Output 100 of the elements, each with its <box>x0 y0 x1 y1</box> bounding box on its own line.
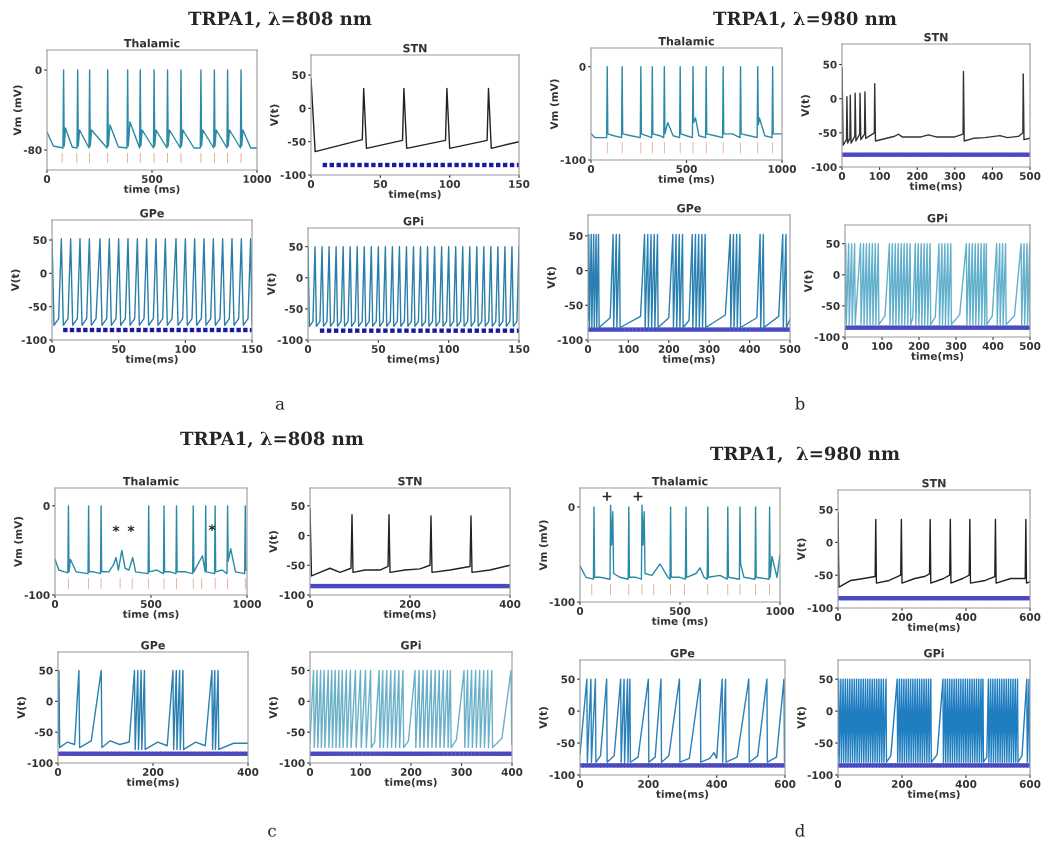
text: TRPA1, λ=808 nm <box>180 431 364 448</box>
y-tick-label: 50 <box>291 666 305 675</box>
x-axis-title: time(ms) <box>907 622 960 633</box>
x-tick-label: 500 <box>140 600 162 608</box>
y-axis-title: Vm (mV) <box>539 520 549 571</box>
y-tick-label: 50 <box>823 60 837 69</box>
x-axis-title: time (ms) <box>658 174 714 185</box>
x-tick-label: 500 <box>669 607 691 615</box>
chart-title: Thalamic <box>651 476 708 486</box>
y-tick-label: 0 <box>299 104 306 113</box>
x-tick-label: 0 <box>838 172 846 180</box>
y-tick-label: 0 <box>40 269 47 278</box>
y-tick-label: -50 <box>284 305 303 313</box>
x-axis-title: time(ms) <box>662 354 715 365</box>
x-tick-label: 500 <box>141 175 163 183</box>
y-tick-label: 0 <box>568 707 575 716</box>
line-series <box>591 65 782 139</box>
y-tick-label: 0 <box>576 266 583 275</box>
x-tick-label: 200 <box>891 780 913 788</box>
x-axis-title: time(ms) <box>383 609 436 620</box>
chart-title: GPi <box>924 648 944 658</box>
y-tick-label: 0 <box>830 94 837 103</box>
y-tick-label: -100 <box>811 163 837 172</box>
y-tick-label: -50 <box>556 739 575 748</box>
text: TRPA1, λ=980 nm <box>710 446 900 463</box>
y-tick-label: 0 <box>568 503 575 512</box>
chart-title: GPe <box>677 203 701 213</box>
line-series <box>47 69 257 149</box>
x-tick-label: 500 <box>779 345 801 353</box>
x-tick-label: 0 <box>306 768 314 776</box>
x-tick-label: 0 <box>584 345 592 353</box>
x-tick-label: 0 <box>307 180 315 188</box>
y-tick-label: -100 <box>279 591 305 600</box>
x-tick-label: 0 <box>54 768 62 776</box>
x-axis-title: time (ms) <box>651 616 708 627</box>
chart-title: GPi <box>403 216 424 226</box>
chart-title: GPe <box>141 640 165 650</box>
y-axis-title: Vm (mV) <box>550 79 560 130</box>
y-tick-label: 0 <box>826 538 833 547</box>
x-tick-label: 100 <box>869 172 890 180</box>
y-tick-label: -50 <box>28 302 47 311</box>
x-tick-label: 200 <box>891 613 913 621</box>
line-series <box>310 669 512 749</box>
y-axis-title: V(t) <box>17 697 27 719</box>
chart-title: GPe <box>140 208 164 218</box>
y-axis-title: V(t) <box>269 531 279 553</box>
y-tick-label: -50 <box>821 302 840 310</box>
y-tick-label: 50 <box>289 242 303 251</box>
annotation: * <box>127 525 135 532</box>
x-tick-label: 0 <box>304 345 312 353</box>
x-tick-label: 1000 <box>243 175 271 183</box>
x-tick-label: 100 <box>175 345 196 353</box>
text: a <box>275 400 285 410</box>
y-tick-label: 50 <box>826 239 840 248</box>
chart-title: STN <box>403 43 427 53</box>
x-axis-title: time (ms) <box>123 184 180 195</box>
y-tick-label: 50 <box>569 232 583 240</box>
text: TRPA1, λ=980 nm <box>713 11 897 28</box>
chart-title: GPi <box>927 213 948 223</box>
y-tick-label: 0 <box>296 274 303 282</box>
y-tick-label: -100 <box>557 336 583 345</box>
y-tick-label: -100 <box>280 171 306 180</box>
x-tick-label: 400 <box>982 172 1003 180</box>
x-tick-label: 200 <box>908 342 930 350</box>
y-tick-label: 0 <box>833 271 840 279</box>
x-tick-label: 100 <box>618 345 639 353</box>
y-axis-title: V(t) <box>547 267 557 289</box>
x-tick-label: 200 <box>400 768 422 776</box>
x-axis-title: time(ms) <box>126 777 179 788</box>
x-tick-label: 100 <box>350 768 371 776</box>
x-tick-label: 50 <box>371 345 386 353</box>
x-tick-label: 150 <box>509 345 530 353</box>
x-tick-label: 150 <box>242 345 263 353</box>
x-axis-title: time(ms) <box>907 789 960 800</box>
y-axis-title: V(t) <box>804 270 814 293</box>
y-tick-label: -100 <box>24 591 50 600</box>
x-tick-label: 200 <box>907 172 928 180</box>
y-tick-label: 50 <box>561 675 575 684</box>
x-axis-title: time(ms) <box>388 189 441 200</box>
y-axis-title: V(t) <box>270 104 280 127</box>
y-tick-label: -50 <box>814 571 833 580</box>
y-axis-title: V(t) <box>11 269 21 292</box>
x-axis-title: time(ms) <box>909 181 962 192</box>
y-tick-label: -50 <box>564 301 583 310</box>
y-tick-label: 50 <box>291 502 305 510</box>
y-tick-label: 0 <box>43 502 50 510</box>
y-tick-label: 50 <box>819 675 833 684</box>
y-tick-label: 0 <box>35 66 42 75</box>
y-tick-label: -50 <box>286 561 305 570</box>
y-tick-label: -100 <box>807 604 833 613</box>
x-tick-label: 300 <box>451 768 472 776</box>
y-tick-label: -50 <box>287 137 306 146</box>
y-tick-label: -50 <box>814 739 833 748</box>
x-axis-title: time(ms) <box>911 351 964 362</box>
y-tick-label: -100 <box>814 333 840 342</box>
x-tick-label: 600 <box>1019 613 1041 621</box>
x-tick-label: 500 <box>1019 172 1041 180</box>
x-tick-label: 50 <box>112 345 126 353</box>
x-tick-label: 400 <box>955 613 977 621</box>
annotation: + <box>602 492 612 501</box>
